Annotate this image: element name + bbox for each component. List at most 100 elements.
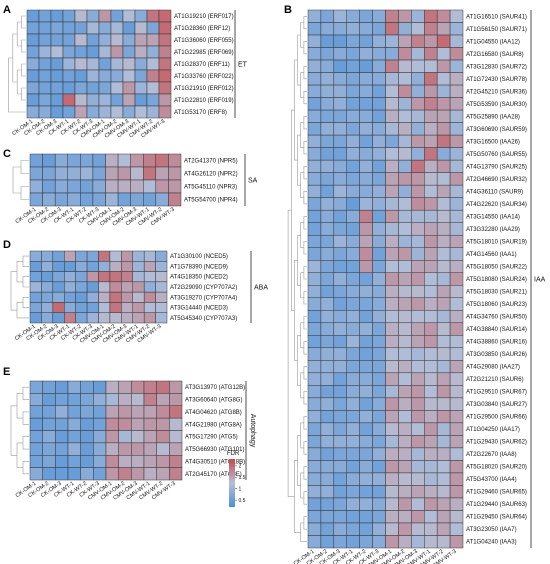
aba-cell xyxy=(75,271,88,283)
autophagy-cell xyxy=(93,442,107,456)
iaa-row-label: AT1G56150 (SAUR71) xyxy=(466,27,527,33)
iaa-cell xyxy=(385,109,399,123)
et-cell xyxy=(110,9,124,23)
iaa-cell xyxy=(398,435,412,449)
sa-cell xyxy=(54,166,68,181)
iaa-cell xyxy=(346,397,360,411)
iaa-cell xyxy=(333,422,347,436)
iaa-cell xyxy=(346,222,360,236)
et-cell xyxy=(86,57,100,71)
iaa-cell xyxy=(346,134,360,148)
iaa-cell xyxy=(372,422,386,436)
iaa-cell xyxy=(398,285,412,298)
autophagy-cell xyxy=(42,380,56,394)
iaa-cell xyxy=(359,84,373,98)
iaa-cell xyxy=(449,347,464,361)
iaa-cell xyxy=(436,134,451,148)
sa-cell xyxy=(143,166,157,181)
iaa-dendrogram-branch xyxy=(303,41,307,55)
autophagy-cell xyxy=(67,405,81,419)
iaa-cell xyxy=(372,247,386,261)
iaa-dendrogram-branch xyxy=(303,66,307,80)
et-cell xyxy=(38,69,52,83)
iaa-cell xyxy=(424,260,438,273)
sa-cell xyxy=(80,192,94,207)
iaa-cell xyxy=(411,385,425,399)
iaa-cell xyxy=(385,372,399,386)
iaa-cell xyxy=(398,522,412,536)
iaa-cell xyxy=(424,435,438,449)
iaa-cell xyxy=(320,260,335,273)
et-dendrogram-branch xyxy=(16,21,22,47)
et-cell xyxy=(146,21,160,35)
sa-cell xyxy=(67,179,81,194)
et-cell xyxy=(110,69,124,83)
iaa-cell xyxy=(449,147,464,161)
heatmap-autophagy: AT3G13970 (ATG12B) AT3G60640 (ATG8G) AT4G0… xyxy=(10,380,256,502)
iaa-cell xyxy=(359,522,373,536)
iaa-cell xyxy=(436,234,451,248)
et-cell xyxy=(74,93,88,107)
aba-cell xyxy=(29,291,42,303)
iaa-cell xyxy=(398,535,412,549)
iaa-row-label: AT4G38840 (SAUR14) xyxy=(466,327,527,333)
autophagy-cell xyxy=(143,455,157,468)
iaa-cell xyxy=(333,360,347,374)
et-cell xyxy=(110,57,124,71)
iaa-dendrogram-branch xyxy=(297,335,301,386)
iaa-cell xyxy=(333,485,347,499)
iaa-cell xyxy=(385,159,399,173)
sa-cell xyxy=(54,179,68,194)
iaa-cell xyxy=(320,222,335,236)
iaa-cell xyxy=(359,335,373,349)
autophagy-cell xyxy=(143,442,157,456)
iaa-cell xyxy=(346,322,360,336)
autophagy-cell xyxy=(93,417,107,431)
iaa-cell xyxy=(372,372,386,386)
iaa-cell xyxy=(372,59,386,73)
autophagy-cell xyxy=(55,393,69,406)
aba-cell xyxy=(86,281,99,293)
iaa-cell xyxy=(320,47,335,61)
iaa-cell xyxy=(424,184,438,198)
iaa-cell xyxy=(436,22,451,36)
iaa-cell xyxy=(424,59,438,73)
iaa-row-label: AT5G18020 (SAUR20) xyxy=(466,465,527,471)
autophagy-cell xyxy=(93,430,107,444)
iaa-cell xyxy=(436,247,451,261)
iaa-row-label: AT5G18030 (SAUR21) xyxy=(466,290,527,296)
iaa-cell xyxy=(398,197,412,211)
et-cell xyxy=(86,33,100,47)
iaa-cell xyxy=(307,234,322,248)
iaa-dendrogram-branch xyxy=(303,366,307,380)
iaa-cell xyxy=(385,297,399,311)
iaa-cell xyxy=(411,109,425,123)
aba-cell xyxy=(132,250,145,262)
iaa-dendrogram-branch xyxy=(303,341,307,355)
aba-cell xyxy=(64,302,76,313)
iaa-cell xyxy=(449,34,464,48)
iaa-cell xyxy=(424,297,438,311)
iaa-cell xyxy=(346,22,360,36)
iaa-cell xyxy=(346,9,360,23)
sa-cell xyxy=(54,192,68,207)
iaa-dendrogram-branch xyxy=(303,316,307,330)
aba-row-label: AT5G45340 (CYP707A3) xyxy=(170,316,237,322)
iaa-cell xyxy=(346,184,360,198)
et-cell xyxy=(146,9,160,23)
iaa-cell xyxy=(320,9,335,23)
iaa-cell xyxy=(307,410,322,424)
iaa-cell xyxy=(449,272,464,286)
iaa-cell xyxy=(449,485,464,499)
panel-label-c: C xyxy=(3,148,11,160)
autophagy-row-label: AT3G60640 (ATG8G) xyxy=(185,398,242,404)
sa-cell xyxy=(117,192,131,207)
iaa-cell xyxy=(449,222,464,236)
iaa-cell xyxy=(385,272,399,286)
autophagy-cell xyxy=(105,442,119,456)
iaa-cell xyxy=(372,222,386,236)
iaa-cell xyxy=(333,322,347,336)
iaa-cell xyxy=(424,159,438,173)
iaa-cell xyxy=(359,285,373,298)
sa-cell xyxy=(130,166,144,181)
